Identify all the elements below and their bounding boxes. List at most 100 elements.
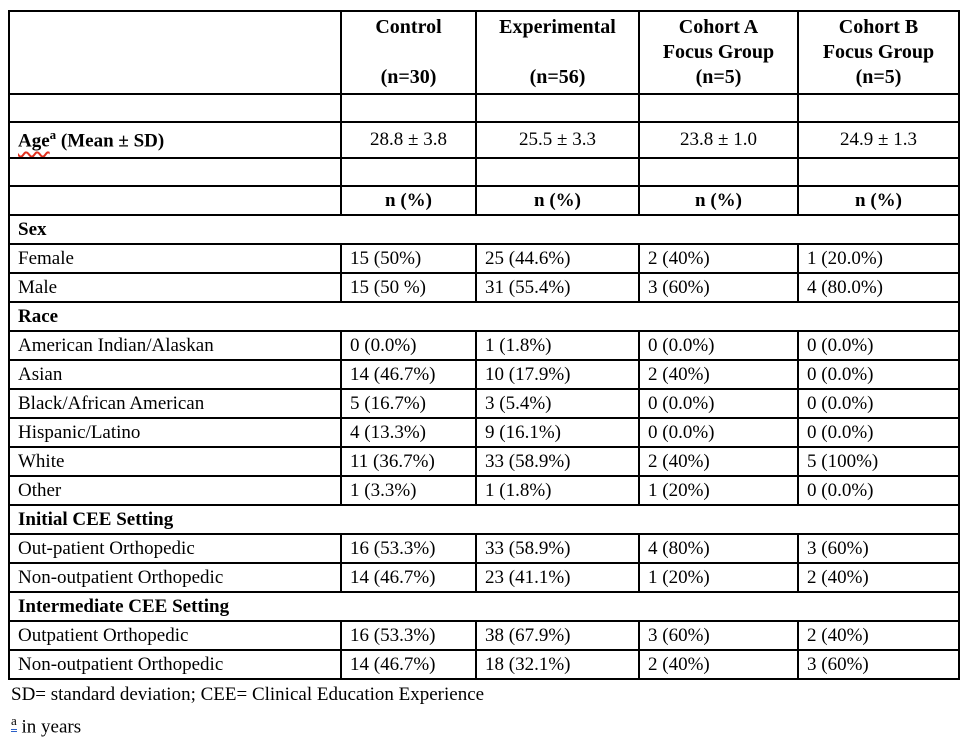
count-unit-cell: n (%) [638,185,799,216]
table-cell: 15 (50%) [340,243,477,274]
table-cell: 3 (60%) [638,272,799,303]
footnote-text: in years [16,716,82,738]
section-header: Intermediate CEE Setting [8,591,960,622]
age-row-label: Agea (Mean ± SD) [8,121,342,159]
count-unit-row: n (%) n (%) n (%) n (%) [8,185,960,216]
row-label: Female [8,243,342,274]
section-row-intermediate-cee: Intermediate CEE Setting [8,591,960,622]
section-header: Initial CEE Setting [8,504,960,535]
column-n: (n=5) [695,66,742,88]
row-label: Other [8,475,342,506]
column-n: (n=56) [529,66,586,88]
table-row: White 11 (36.7%) 33 (58.9%) 2 (40%) 5 (1… [8,446,960,477]
table-cell: 3 (60%) [638,620,799,651]
column-n: (n=5) [855,66,902,88]
count-unit-cell: n (%) [475,185,640,216]
column-header-cohort-b: Cohort B Focus Group (n=5) [797,10,960,95]
table-cell: 3 (5.4%) [475,388,640,419]
column-header-cohort-a: Cohort A Focus Group (n=5) [638,10,799,95]
table-cell: 1 (20%) [638,562,799,593]
empty-cell [638,157,799,187]
column-header-experimental: Experimental (n=56) [475,10,640,95]
table-cell: 16 (53.3%) [340,533,477,564]
empty-cell [475,157,640,187]
age-label-rest: (Mean ± SD) [56,130,165,152]
table-cell: 33 (58.9%) [475,533,640,564]
table-cell: 31 (55.4%) [475,272,640,303]
table-cell: 0 (0.0%) [340,330,477,361]
table-cell: 0 (0.0%) [638,388,799,419]
table-cell: 1 (3.3%) [340,475,477,506]
empty-cell [475,93,640,123]
footnote-superscript-a: a [11,713,17,732]
corner-cell [8,10,342,95]
table-cell: 2 (40%) [638,243,799,274]
table-cell: 0 (0.0%) [797,359,960,390]
table-cell: 2 (40%) [638,446,799,477]
table-cell: 25.5 ± 3.3 [475,121,640,159]
table-cell: 14 (46.7%) [340,359,477,390]
column-title: Experimental [499,16,616,38]
table-cell: 1 (1.8%) [475,475,640,506]
table-row: Other 1 (3.3%) 1 (1.8%) 1 (20%) 0 (0.0%) [8,475,960,506]
table-row: Male 15 (50 %) 31 (55.4%) 3 (60%) 4 (80.… [8,272,960,303]
table-cell: 14 (46.7%) [340,562,477,593]
row-label: Asian [8,359,342,390]
table-cell: 3 (60%) [797,533,960,564]
table-cell: 5 (100%) [797,446,960,477]
age-superscript: a [49,126,57,142]
table-row: Female 15 (50%) 25 (44.6%) 2 (40%) 1 (20… [8,243,960,274]
table-cell: 4 (80%) [638,533,799,564]
table-footnotes: SD= standard deviation; CEE= Clinical Ed… [11,683,958,739]
empty-cell [797,157,960,187]
row-label: White [8,446,342,477]
table-cell: 23 (41.1%) [475,562,640,593]
table-cell: 10 (17.9%) [475,359,640,390]
empty-cell [638,93,799,123]
row-label: Outpatient Orthopedic [8,620,342,651]
table-cell: 1 (20.0%) [797,243,960,274]
superscript-note: a in years [11,709,958,739]
table-row: Outpatient Orthopedic 16 (53.3%) 38 (67.… [8,620,960,651]
table-cell: 3 (60%) [797,649,960,680]
table-row: American Indian/Alaskan 0 (0.0%) 1 (1.8%… [8,330,960,361]
table-cell: 1 (1.8%) [475,330,640,361]
age-row: Agea (Mean ± SD) 28.8 ± 3.8 25.5 ± 3.3 2… [8,121,960,159]
age-word-spellchecked: Age [18,130,50,152]
row-label: Black/African American [8,388,342,419]
demographics-table: Control (n=30) Experimental (n=56) Cohor… [8,10,960,680]
table-cell: 1 (20%) [638,475,799,506]
row-label: Non-outpatient Orthopedic [8,562,342,593]
table-row: Black/African American 5 (16.7%) 3 (5.4%… [8,388,960,419]
column-n: (n=30) [380,66,437,88]
empty-cell [797,93,960,123]
table-row: Asian 14 (46.7%) 10 (17.9%) 2 (40%) 0 (0… [8,359,960,390]
empty-cell [8,157,342,187]
count-unit-cell: n (%) [340,185,477,216]
abbreviation-note: SD= standard deviation; CEE= Clinical Ed… [11,684,485,705]
row-label: Non-outpatient Orthopedic [8,649,342,680]
section-header: Sex [8,214,960,245]
empty-cell [8,185,342,216]
empty-cell [340,93,477,123]
table-cell: 0 (0.0%) [638,330,799,361]
table-cell: 33 (58.9%) [475,446,640,477]
table-cell: 9 (16.1%) [475,417,640,448]
table-cell: 15 (50 %) [340,272,477,303]
column-subtitle [485,40,630,65]
column-title: Cohort B [838,16,919,38]
table-cell: 4 (80.0%) [797,272,960,303]
table-cell: 18 (32.1%) [475,649,640,680]
section-row-sex: Sex [8,214,960,245]
table-cell: 14 (46.7%) [340,649,477,680]
header-row: Control (n=30) Experimental (n=56) Cohor… [8,10,960,95]
section-row-race: Race [8,301,960,332]
spacer-row [8,157,960,187]
empty-cell [340,157,477,187]
spacer-row [8,93,960,123]
column-title: Cohort A [678,16,759,38]
table-cell: 2 (40%) [797,562,960,593]
row-label: Male [8,272,342,303]
empty-cell [8,93,342,123]
